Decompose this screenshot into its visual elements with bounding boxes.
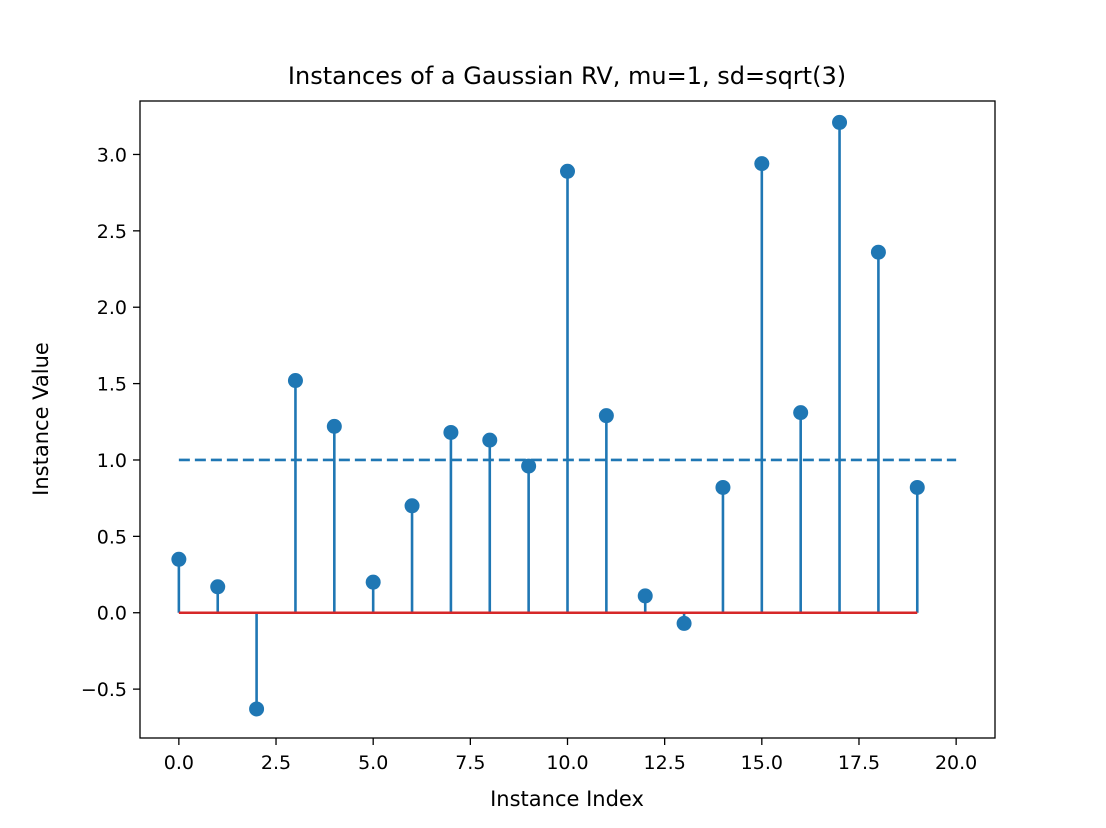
y-tick-label: 1.0 (97, 450, 127, 472)
data-point (715, 479, 731, 495)
x-axis: 0.0 2.5 5.0 7.5 10.0 12.5 15.0 17.5 20.0 (164, 738, 977, 774)
y-axis: −0.5 0.0 0.5 1.0 1.5 2.0 2.5 3.0 (81, 144, 140, 701)
data-point (598, 408, 614, 424)
data-point (326, 418, 342, 434)
y-tick-label: 3.0 (97, 144, 127, 166)
x-axis-label: Instance Index (490, 787, 644, 811)
y-tick-label: −0.5 (81, 679, 127, 701)
data-point (171, 551, 187, 567)
data-point (443, 424, 459, 440)
data-point (560, 163, 575, 179)
data-point (676, 615, 692, 631)
x-tick-label: 0.0 (164, 752, 194, 774)
y-axis-label: Instance Value (29, 342, 53, 496)
data-point (832, 114, 848, 130)
x-tick-label: 2.5 (261, 752, 291, 774)
x-tick-label: 5.0 (358, 752, 388, 774)
data-point (249, 701, 265, 717)
x-tick-label: 20.0 (935, 752, 977, 774)
data-point (793, 405, 809, 421)
data-point (365, 574, 381, 590)
chart-title: Instances of a Gaussian RV, mu=1, sd=sqr… (288, 62, 846, 90)
data-point (637, 588, 653, 604)
data-point (482, 432, 498, 448)
y-tick-label: 2.5 (97, 221, 127, 243)
plot-area (171, 114, 957, 717)
y-tick-label: 0.5 (97, 526, 127, 548)
x-tick-label: 12.5 (644, 752, 686, 774)
y-tick-label: 0.0 (97, 603, 127, 625)
data-point (870, 244, 886, 260)
data-point (521, 458, 537, 474)
axes-frame (139, 100, 996, 739)
y-tick-label: 1.5 (97, 374, 127, 396)
y-tick-label: 2.0 (97, 297, 127, 319)
x-tick-label: 15.0 (741, 752, 783, 774)
data-point (754, 156, 770, 172)
x-tick-label: 7.5 (455, 752, 485, 774)
x-tick-label: 10.0 (546, 752, 588, 774)
data-point (210, 579, 226, 595)
data-point (404, 498, 420, 514)
data-point (287, 373, 303, 389)
data-point (909, 479, 925, 495)
x-tick-label: 17.5 (838, 752, 880, 774)
